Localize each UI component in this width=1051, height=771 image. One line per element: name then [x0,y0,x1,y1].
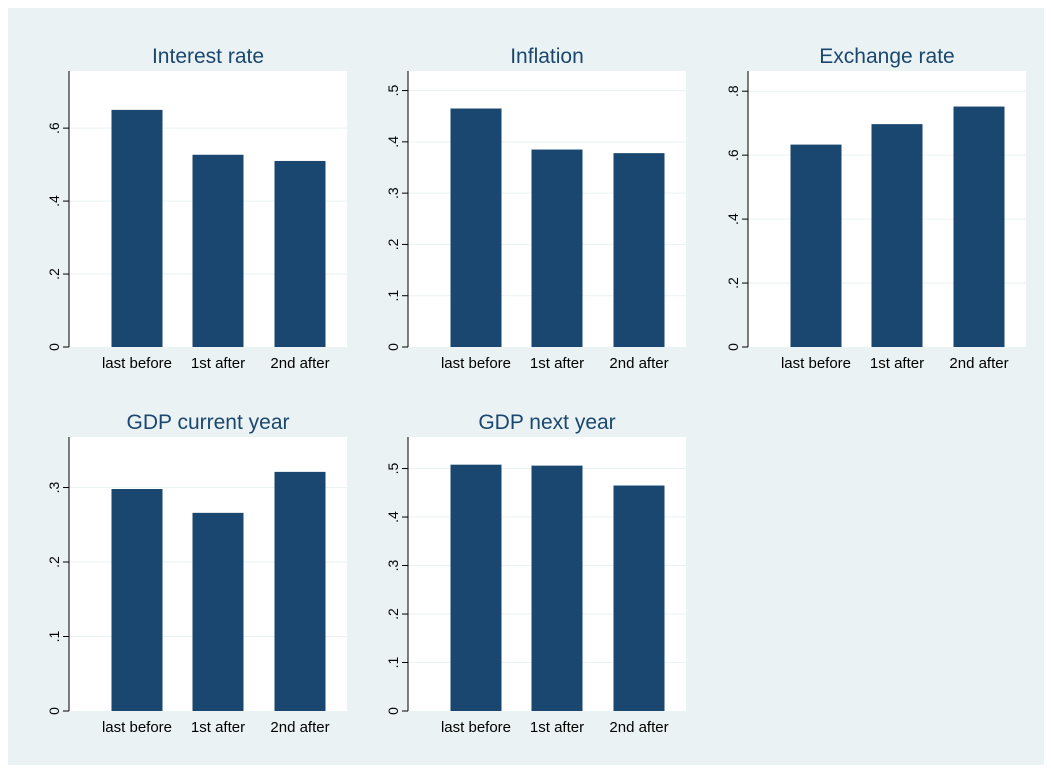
chart-panel-1: 0 .2 .4 .6 last before 1st after 2nd after Inte… [46,45,347,372]
bar-1st-after [192,512,244,711]
y-tick-label: .3 [385,187,401,199]
category-label: last before [781,355,851,372]
y-tick-label: .5 [385,85,401,97]
category-label: 1st after [191,355,245,372]
y-tick-label: .2 [46,556,62,568]
y-tick-label: .2 [385,608,401,620]
bar-1st-after [192,154,244,347]
category-label: last before [102,355,172,372]
category-label: 2nd after [609,719,668,736]
y-tick-label: .2 [385,238,401,250]
y-tick-label: .4 [725,213,741,225]
bar-last-before [111,489,163,711]
chart-panel-2: 0 .1 .2 .3 .4 .5 last before 1st after 2nd after… [385,45,686,372]
y-tick-label: .4 [385,136,401,148]
y-tick-label: 0 [46,343,62,351]
y-tick-label: .1 [385,656,401,668]
category-label: 2nd after [270,719,329,736]
category-label: 1st after [530,719,584,736]
figure: 0 .2 .4 .6 last before 1st after 2nd after Inte… [8,8,1044,765]
y-tick-label: .4 [46,195,62,207]
chart-title: GDP next year [478,411,615,434]
y-tick-label: .3 [46,481,62,493]
bar-1st-after [531,465,583,711]
category-label: 1st after [870,355,924,372]
category-label: last before [102,719,172,736]
category-label: last before [441,355,511,372]
y-tick-label: .6 [725,149,741,161]
bar-2nd-after [274,160,326,347]
category-label: 1st after [530,355,584,372]
bar-1st-after [531,149,583,347]
bar-last-before [450,108,502,347]
bar-last-before [790,144,842,347]
bar-last-before [450,464,502,711]
chart-title: Exchange rate [819,45,954,68]
y-tick-label: .1 [46,630,62,642]
chart-panel-5: 0 .1 .2 .3 .4 .5 last before 1st after 2nd after… [385,411,686,736]
y-tick-label: .3 [385,559,401,571]
chart-title: GDP current year [126,411,289,434]
y-tick-label: 0 [725,343,741,351]
chart-title: Interest rate [152,45,264,68]
category-label: 2nd after [609,355,668,372]
category-label: last before [441,719,511,736]
y-tick-label: .1 [385,290,401,302]
chart-title: Inflation [510,45,584,68]
y-tick-label: .6 [46,122,62,134]
bar-2nd-after [274,471,326,711]
bar-2nd-after [613,153,665,347]
chart-panel-4: 0 .1 .2 .3 last before 1st after 2nd after GDP … [46,411,347,736]
chart-panel-3: 0 .2 .4 .6 .8 last before 1st after 2nd after Ex… [725,45,1026,372]
bar-1st-after [871,124,923,347]
y-tick-label: .4 [385,511,401,523]
bar-2nd-after [613,485,665,711]
y-tick-label: .2 [725,277,741,289]
bar-2nd-after [953,106,1005,347]
category-label: 2nd after [270,355,329,372]
category-label: 1st after [191,719,245,736]
bar-last-before [111,109,163,347]
charts-svg: 0 .2 .4 .6 last before 1st after 2nd after Inte… [46,45,1026,736]
y-tick-label: .2 [46,268,62,280]
y-tick-label: 0 [385,707,401,715]
y-tick-label: 0 [46,707,62,715]
y-tick-label: 0 [385,343,401,351]
y-tick-label: .5 [385,463,401,475]
y-tick-label: .8 [725,85,741,97]
category-label: 2nd after [949,355,1008,372]
